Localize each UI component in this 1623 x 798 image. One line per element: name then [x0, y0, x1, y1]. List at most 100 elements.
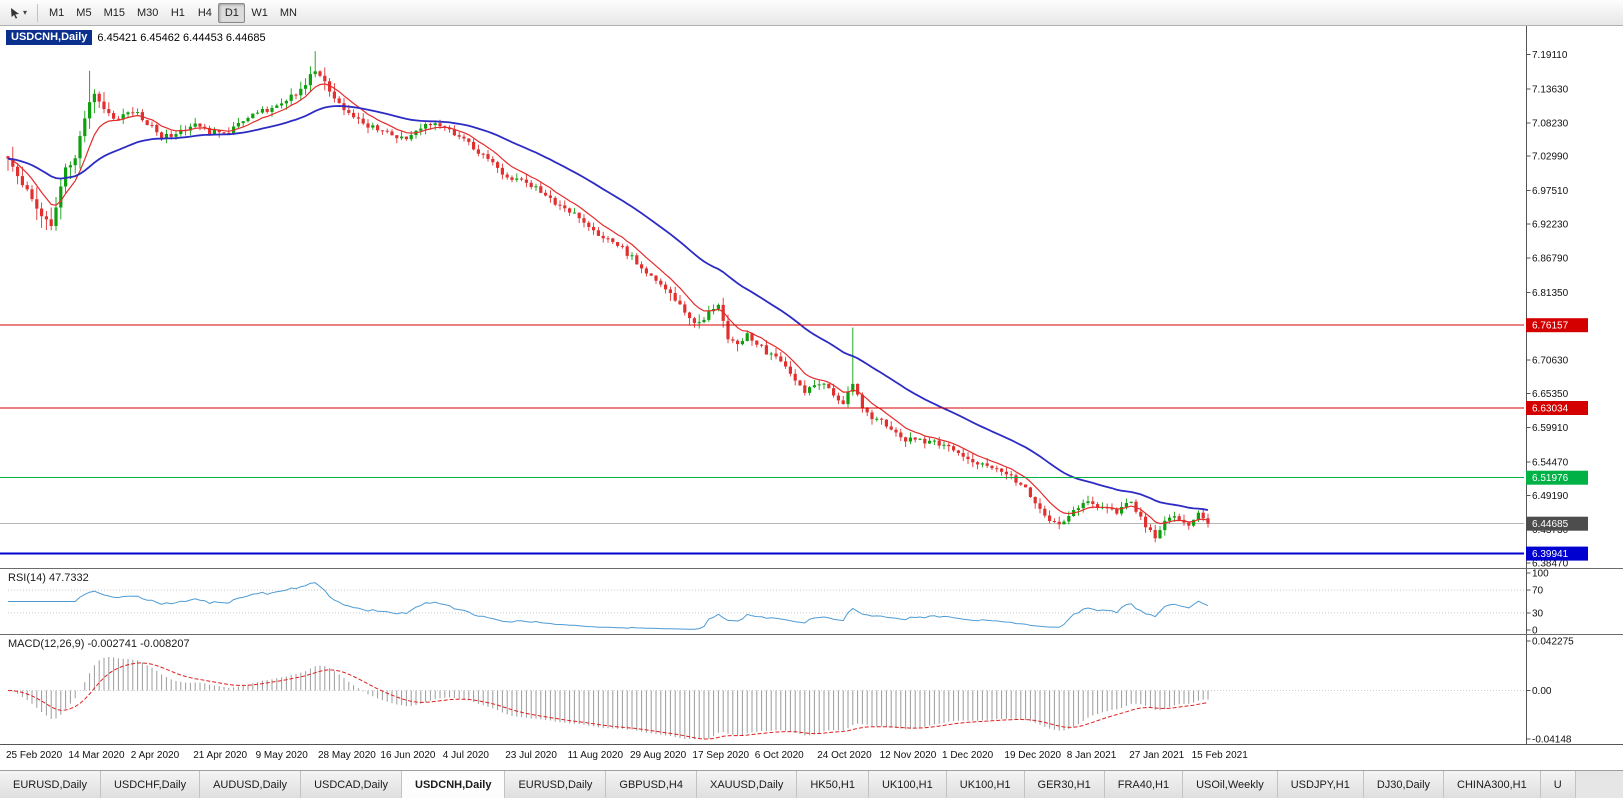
candle-body [937, 440, 941, 446]
candle-body [404, 136, 408, 140]
chart-tab-eurusd-daily[interactable]: EURUSD,Daily [505, 771, 607, 798]
candle-body [294, 94, 298, 96]
date-axis[interactable]: 25 Feb 2020 14 Mar 2020 2 Apr 2020 21 Apr 2… [0, 744, 1623, 770]
chart-tab-china300-h1[interactable]: CHINA300,H1 [1444, 771, 1541, 798]
candle-body [841, 400, 845, 405]
timeframe-button-h4[interactable]: H4 [191, 3, 218, 23]
date-tick-label: 8 Jan 2021 [1066, 750, 1117, 761]
rsi-axis[interactable]: 100 70 30 0 [1526, 569, 1550, 634]
symbol-label: USDCNH,Daily [6, 30, 93, 45]
candle-body [299, 88, 303, 96]
chart-tab-u[interactable]: U [1540, 771, 1576, 798]
candle-body [1014, 475, 1018, 483]
chart-tab-audusd-daily[interactable]: AUDUSD,Daily [200, 771, 302, 798]
timeframe-button-m5[interactable]: M5 [70, 3, 97, 23]
candle-body [371, 125, 375, 128]
candle-body [390, 131, 394, 136]
chart-tab-usdchf-daily[interactable]: USDCHF,Daily [100, 771, 201, 798]
candle-body [683, 304, 687, 313]
chart-tab-hk50-h1[interactable]: HK50,H1 [797, 771, 869, 798]
candle-body [731, 339, 735, 341]
candle-body [1163, 520, 1167, 531]
cursor-icon [11, 7, 19, 19]
chart-tab-uk100-h1[interactable]: UK100,H1 [868, 771, 947, 798]
macd-axis[interactable]: 0.042275 0.00 -0.04148 [1526, 635, 1575, 744]
candle-body [1028, 487, 1032, 497]
candle-body [49, 219, 53, 226]
chart-tab-eurusd-daily[interactable]: EURUSD,Daily [0, 771, 101, 798]
main-chart-panel[interactable]: 7.19110 7.13630 7.08230 7.02990 6.97510 6.922… [0, 26, 1623, 568]
date-tick-label: 9 May 2020 [255, 750, 308, 761]
candle-body [846, 391, 850, 405]
candle-body [241, 121, 245, 124]
candle-body [476, 149, 480, 154]
candle-body [112, 113, 116, 119]
candle-body [1086, 501, 1090, 503]
candle-body [457, 135, 461, 137]
date-tick-label: 6 Oct 2020 [754, 750, 804, 761]
candle-body [601, 235, 605, 239]
chart-tab-usoil-weekly[interactable]: USOil,Weekly [1183, 771, 1278, 798]
dropdown-caret-icon: ▾ [23, 7, 28, 17]
chart-tab-usdjpy-h1[interactable]: USDJPY,H1 [1277, 771, 1364, 798]
candle-body [332, 91, 336, 99]
candle-body [1019, 482, 1023, 485]
chart-tab-usdcad-daily[interactable]: USDCAD,Daily [301, 771, 403, 798]
candle-body [116, 118, 120, 120]
timeframe-button-m30[interactable]: M30 [131, 3, 164, 23]
candle-body [1144, 516, 1148, 528]
timeframe-button-m15[interactable]: M15 [98, 3, 131, 23]
candle-body [880, 418, 884, 420]
candle-body [256, 112, 260, 114]
candle-body [995, 468, 999, 470]
candle-body [424, 124, 428, 129]
chart-tab-uk100-h1[interactable]: UK100,H1 [946, 771, 1025, 798]
candle-body [505, 174, 509, 178]
chart-tab-fra40-h1[interactable]: FRA40,H1 [1104, 771, 1184, 798]
candle-body [395, 135, 399, 139]
candle-body [400, 136, 404, 139]
candle-body [318, 71, 322, 76]
chart-tab-usdcnh-daily[interactable]: USDCNH,Daily [402, 771, 506, 798]
svg-text:6.63034: 6.63034 [1532, 404, 1569, 415]
date-tick-label: 2 Apr 2020 [130, 750, 180, 761]
timeframe-button-d1[interactable]: D1 [218, 2, 246, 23]
date-tick-label: 16 Jun 2020 [380, 750, 436, 761]
price-tick-label: 6.38470 [1532, 558, 1569, 568]
rsi-panel[interactable]: RSI(14) 47.7332 100 70 30 0 [0, 568, 1623, 634]
date-tick-label: 15 Feb 2021 [1191, 750, 1248, 761]
chart-tab-ger30-h1[interactable]: GER30,H1 [1024, 771, 1105, 798]
date-tick-label: 4 Jul 2020 [442, 750, 489, 761]
price-axis[interactable]: 7.19110 7.13630 7.08230 7.02990 6.97510 6.922… [1526, 26, 1588, 568]
candle-body [203, 126, 207, 128]
candle-body [798, 380, 802, 386]
candle-body [1129, 501, 1133, 503]
candle-body [88, 102, 92, 119]
svg-text:6.51976: 6.51976 [1532, 473, 1569, 484]
timeframe-button-h1[interactable]: H1 [164, 3, 191, 23]
candle-body [188, 126, 192, 131]
cursor-tool-button[interactable]: ▾ [4, 3, 32, 23]
candle-body [380, 130, 384, 132]
price-tick-label: 7.19110 [1532, 50, 1568, 61]
candle-body [44, 216, 48, 220]
candle-body [280, 103, 284, 106]
candle-body [812, 385, 816, 388]
chart-tab-dj30-daily[interactable]: DJ30,Daily [1363, 771, 1445, 798]
chart-tab-gbpusd-h4[interactable]: GBPUSD,H4 [606, 771, 697, 798]
candle-body [491, 158, 495, 163]
candle-body [169, 134, 173, 137]
candle-body [6, 156, 10, 159]
timeframe-button-w1[interactable]: W1 [245, 3, 274, 23]
price-tick-label: 6.65350 [1532, 389, 1569, 400]
timeframe-button-m1[interactable]: M1 [43, 3, 70, 23]
macd-panel[interactable]: MACD(12,26,9) -0.002741 -0.008207 0.0422… [0, 634, 1623, 744]
candle-body [644, 268, 648, 274]
timeframe-button-mn[interactable]: MN [274, 3, 303, 23]
price-tick-label: 6.81350 [1532, 288, 1569, 299]
chart-tab-xauusd-daily[interactable]: XAUUSD,Daily [696, 771, 798, 798]
candle-body [467, 138, 471, 142]
candle-body [92, 93, 96, 103]
candle-body [1201, 512, 1205, 519]
candle-body [1177, 516, 1181, 520]
